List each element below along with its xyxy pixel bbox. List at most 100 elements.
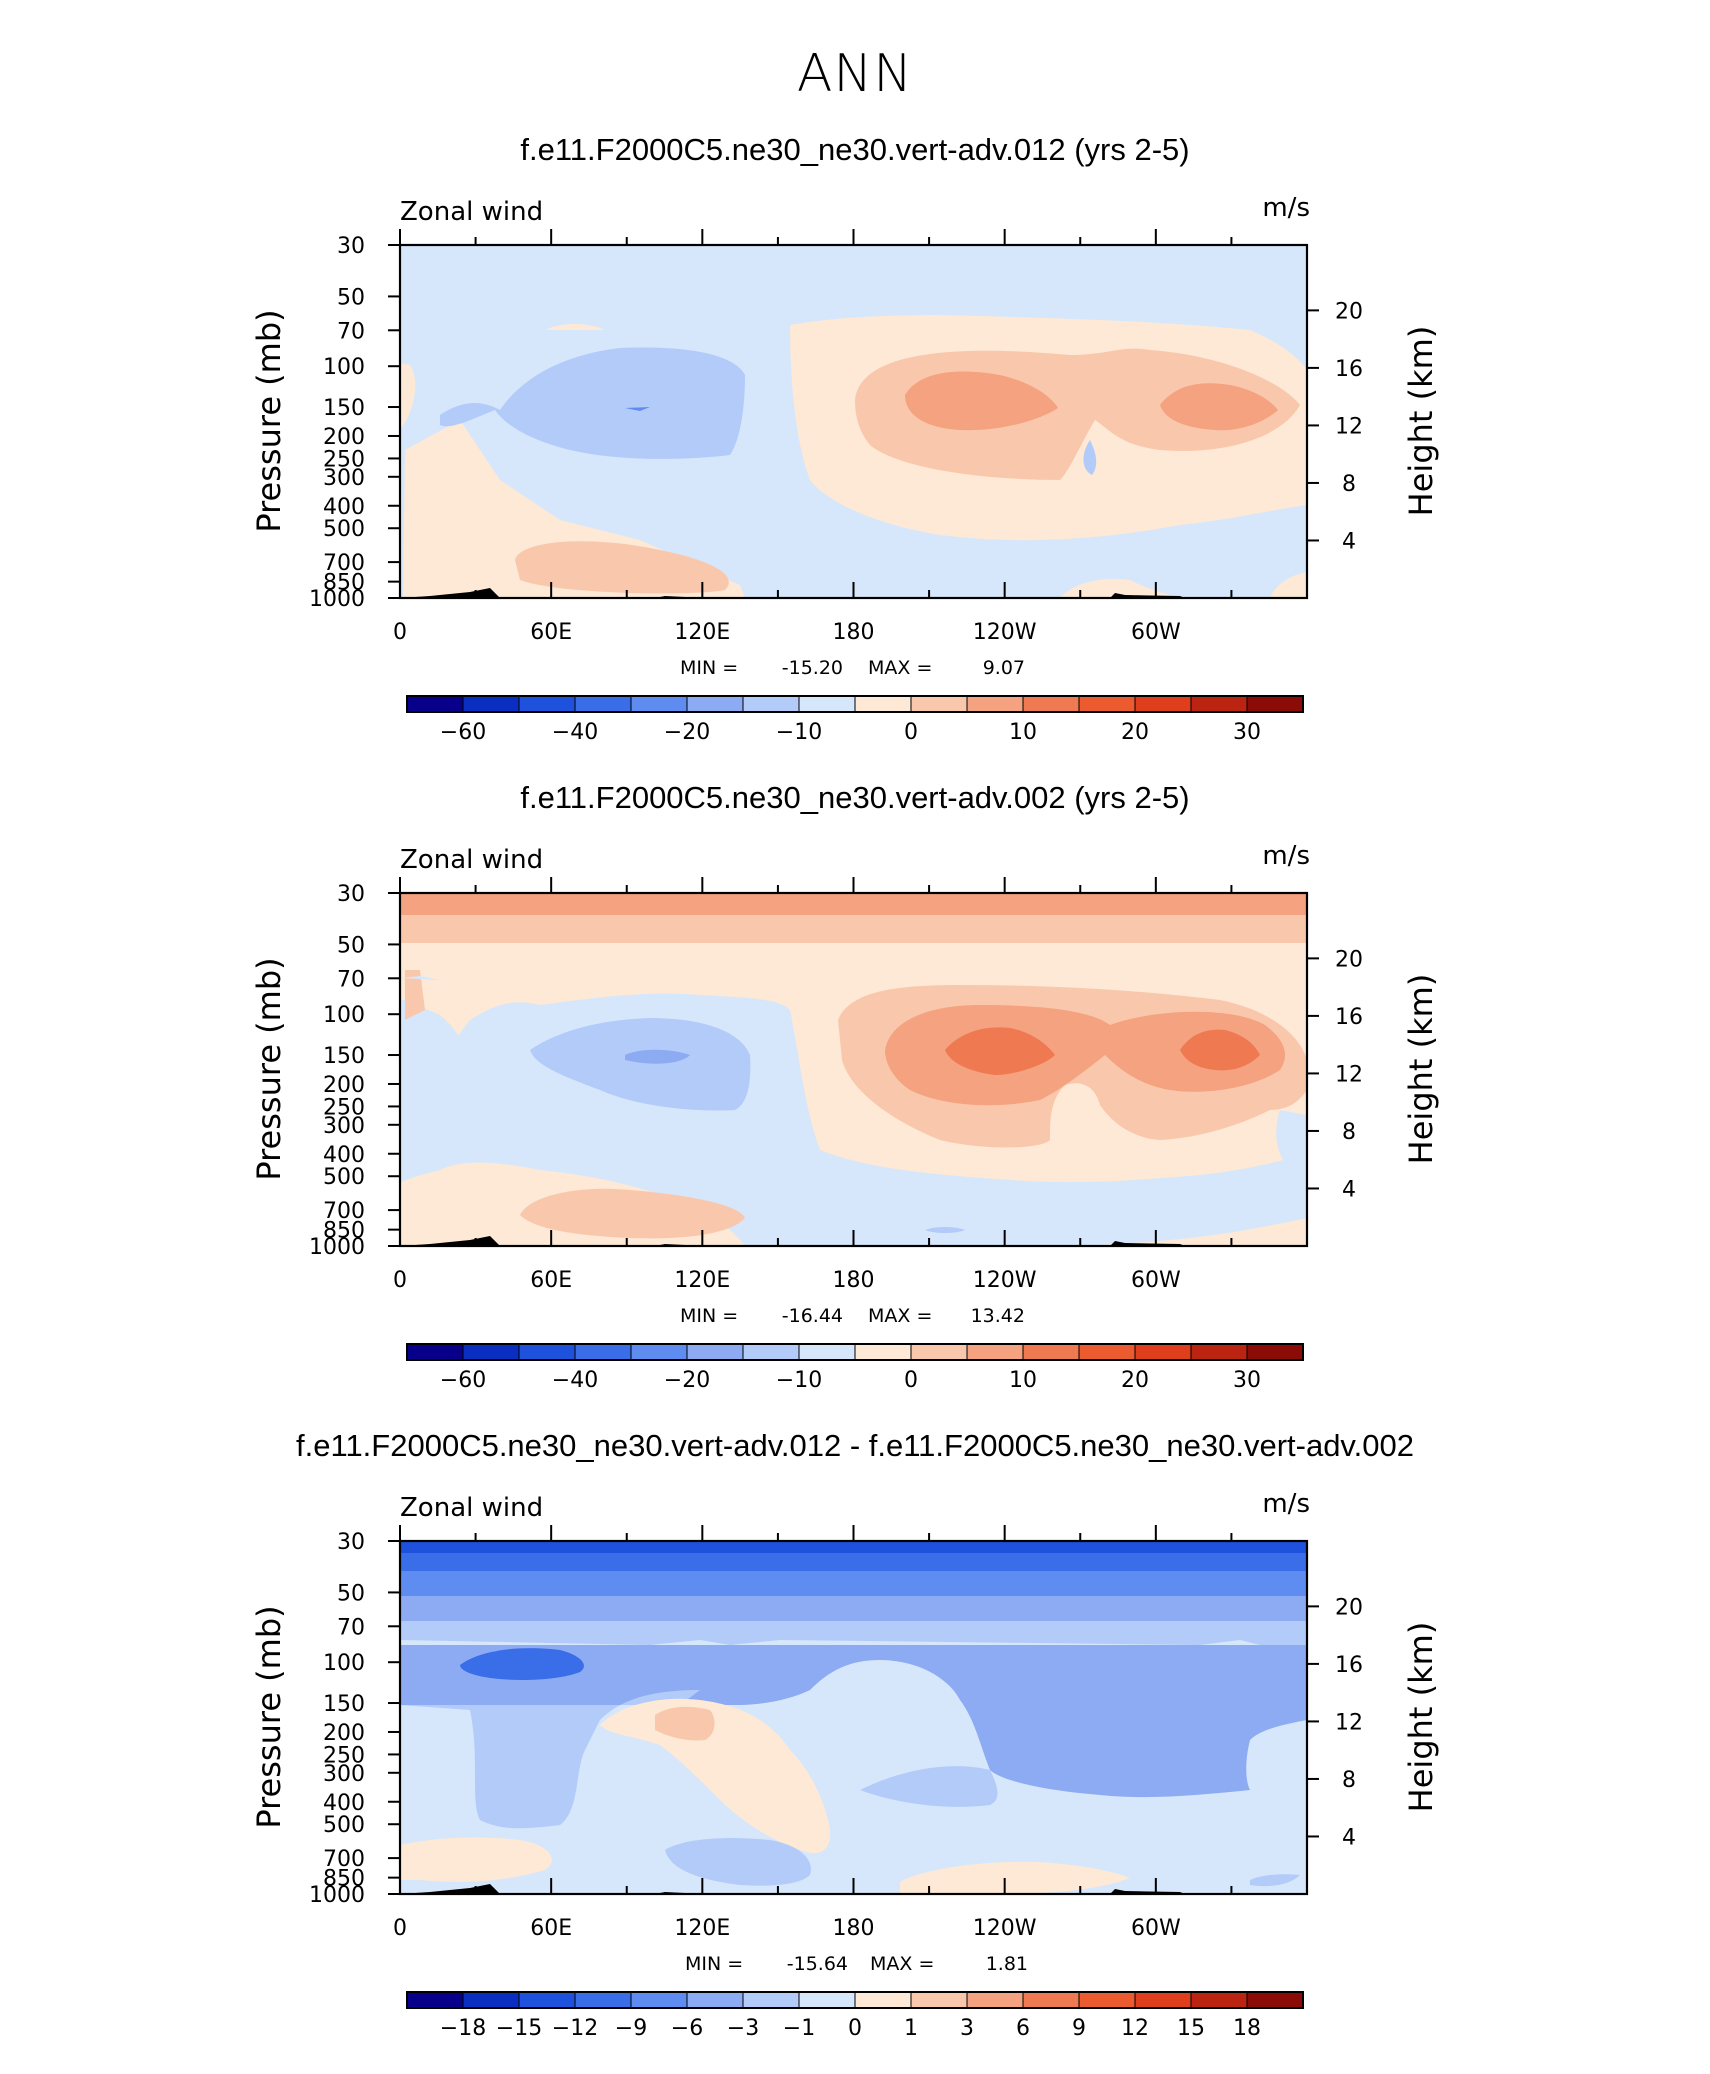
panel-3-y-tick-150: 150 [323, 1692, 365, 1717]
panel-2-y-tick-200: 200 [323, 1073, 365, 1098]
panel-1-y-tick-30: 30 [337, 234, 365, 259]
panel-3-min-label: MIN = [685, 1953, 743, 1975]
panel-3-y-tick-1000: 1000 [309, 1883, 365, 1908]
panel-3-y-tick-400: 400 [323, 1791, 365, 1816]
panel-1-blue-small [1083, 440, 1097, 475]
panel-2-x-tick-120e: 120E [674, 1268, 730, 1293]
panel-1-y2-tick-20: 20 [1335, 299, 1363, 324]
panel-3-top-band-2 [400, 1553, 1307, 1571]
panel-3-x-tick-60e: 60E [530, 1916, 572, 1941]
panel-2-colorbar-swatch [686, 1343, 744, 1361]
panel-2-y2label: Height (km) [1402, 974, 1440, 1165]
panel-3-colorbar-swatch [854, 1991, 912, 2009]
panel-2-colorbar-swatch [966, 1343, 1024, 1361]
panel-3-colorbar-swatch [966, 1991, 1024, 2009]
panel-2-lower-core [520, 1188, 745, 1239]
panel-1-colorbar-swatch [1190, 695, 1248, 713]
panel-2-blue-core [530, 1018, 751, 1111]
panel-1-max-value: 9.07 [983, 657, 1025, 679]
panel-3-y-tick-300: 300 [323, 1762, 365, 1787]
panel-1-lower-core [515, 541, 729, 594]
panel-2-colorbar-frame [406, 1343, 1304, 1361]
panel-1-colorbar-swatch [798, 695, 856, 713]
panel-1-pos-upper [545, 324, 605, 330]
panel-3-y2-tick-12: 12 [1335, 1710, 1363, 1735]
panel-2-west-edge [405, 970, 425, 1020]
panel-2-colorbar-swatch [910, 1343, 968, 1361]
panel-3-max-label: MAX = [870, 1953, 934, 1975]
panel-3-y-tick-50: 50 [337, 1581, 365, 1606]
panel-1-colorbar-label-30: 30 [1233, 720, 1261, 745]
panel-2-colorbar-swatch [798, 1343, 856, 1361]
panel-1-colorbar-label--40: −40 [552, 720, 598, 745]
panel-2-x-tick-0: 0 [393, 1268, 407, 1293]
panel-3-y-tick-250: 250 [323, 1743, 365, 1768]
panel-3: 0 60E 120E 180 120W 60W3050701001502002503004… [250, 1489, 1440, 2041]
panel-3-colorbar-label-3: 3 [960, 2016, 974, 2041]
panel-3-colorbar-label-9: 9 [1072, 2016, 1086, 2041]
panel-3-units: m/s [1262, 1489, 1310, 1519]
panel-1-colorbar-label--10: −10 [776, 720, 822, 745]
panel-1-jet-core-west [1160, 383, 1278, 431]
panel-2-colorbar-swatch [406, 1343, 464, 1361]
panel-2-colorbar-label--40: −40 [552, 1368, 598, 1393]
panel-1-x-tick-120w: 120W [973, 620, 1037, 645]
panel-1-y-tick-100: 100 [323, 355, 365, 380]
panel-1-colorbar-label--20: −20 [664, 720, 710, 745]
panel-1-x-tick-60e: 60E [530, 620, 572, 645]
panel-1-x-tick-120e: 120E [674, 620, 730, 645]
panel-2-jet-core-west [1180, 1029, 1260, 1071]
panel-1-x-tick-0: 0 [393, 620, 407, 645]
panel-1-units: m/s [1262, 193, 1310, 223]
panel-3-colorbar-label-6: 6 [1016, 2016, 1030, 2041]
panel-2-y-tick-250: 250 [323, 1095, 365, 1120]
panel-3-topography-andes [1110, 1889, 1185, 1894]
panel-3-colorbar-label--3: −3 [727, 2016, 759, 2041]
panel-2-max-label: MAX = [868, 1305, 932, 1327]
panel-2-y-tick-100: 100 [323, 1003, 365, 1028]
panel-2-units: m/s [1262, 841, 1310, 871]
panel-1-colorbar-label-20: 20 [1121, 720, 1149, 745]
panel-1-colorbar-swatch [1246, 695, 1304, 713]
panel-3-colorbar-swatch [630, 1991, 688, 2009]
panel-1-field [400, 245, 1307, 598]
panel-2-x-tick-60w: 60W [1131, 1268, 1181, 1293]
panel-3-x-tick-0: 0 [393, 1916, 407, 1941]
panel-1-y2-tick-8: 8 [1342, 472, 1356, 497]
panel-3-pos-lower-east [900, 1861, 1130, 1894]
panel-1-colorbar-swatch [630, 695, 688, 713]
panel-2-y2-tick-16: 16 [1335, 1005, 1363, 1030]
panel-2-colorbar-swatch [1190, 1343, 1248, 1361]
panel-1-blue-core [440, 347, 745, 459]
panel-1: 0 60E 120E 180 120W 60W3050701001502002503004… [250, 193, 1440, 745]
panel-3-colorbar-swatch [1078, 1991, 1136, 2009]
panel-3-colorbar-swatch [574, 1991, 632, 2009]
panel-1-y-tick-70: 70 [337, 319, 365, 344]
panel-2-colorbar-swatch [518, 1343, 576, 1361]
panel-1-variable: Zonal wind [400, 197, 543, 227]
panel-3-y-tick-30: 30 [337, 1530, 365, 1555]
panel-2-y-tick-50: 50 [337, 933, 365, 958]
panel-3-colorbar-swatch [742, 1991, 800, 2009]
panel-2-blue-inner [625, 1049, 690, 1064]
panel-3-colorbar-label--15: −15 [496, 2016, 542, 2041]
panel-2-y2-tick-12: 12 [1335, 1062, 1363, 1087]
panel-2-max-value: 13.42 [971, 1305, 1025, 1327]
panel-2: 0 60E 120E 180 120W 60W3050701001502002503004… [250, 841, 1440, 1393]
panel-3-neg-lower [665, 1838, 811, 1886]
panel-1-colorbar-swatch [742, 695, 800, 713]
panel-1-colorbar: −60 −40 −20 −10 0 10 20 30 [406, 695, 1304, 745]
panel-1-colorbar-swatch [1078, 695, 1136, 713]
panel-2-colorbar-label-20: 20 [1121, 1368, 1149, 1393]
panel-3-x-tick-60w: 60W [1131, 1916, 1181, 1941]
panel-2-title: f.e11.F2000C5.ne30_ne30.vert-adv.002 (yr… [520, 780, 1190, 815]
panel-2-colorbar-swatch [1022, 1343, 1080, 1361]
panel-3-colorbar-label--18: −18 [440, 2016, 486, 2041]
panel-1-east-edge [1270, 572, 1307, 598]
panel-2-field [400, 893, 1307, 1246]
panel-1-min-label: MIN = [680, 657, 738, 679]
panel-2-colorbar-label-30: 30 [1233, 1368, 1261, 1393]
panel-1-x-tick-60w: 60W [1131, 620, 1181, 645]
